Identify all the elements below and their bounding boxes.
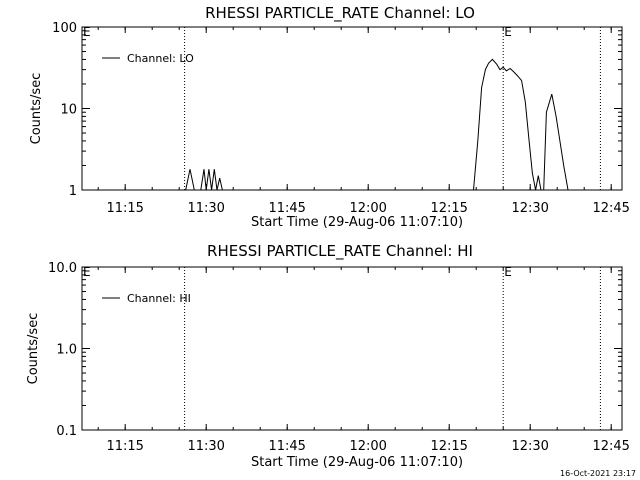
y-axis-label: Counts/sec	[26, 313, 41, 385]
x-tick-label: 12:45	[592, 439, 629, 454]
panel-hi: RHESSI PARTICLE_RATE Channel: HI 11:15 11:…	[26, 242, 630, 470]
y-tick-label: 100	[52, 21, 77, 36]
x-axis-label: Start Time (29-Aug-06 11:07:10)	[251, 455, 463, 470]
x-tick-label: 12:15	[430, 439, 467, 454]
y-tick-label: 10.0	[48, 261, 77, 276]
x-tick-label: 12:15	[430, 201, 467, 216]
x-tick-label: 12:30	[511, 201, 548, 216]
x-tick-label: 11:45	[268, 439, 305, 454]
x-axis-label: Start Time (29-Aug-06 11:07:10)	[251, 215, 463, 230]
x-tick-label: 11:45	[268, 201, 305, 216]
panel-lo: RHESSI PARTICLE_RATE Channel: LO 11:15 11:…	[29, 4, 630, 230]
series-line-lo	[181, 58, 571, 191]
y-axis-label: Counts/sec	[29, 73, 44, 145]
x-tick-label: 12:30	[511, 439, 548, 454]
chart-title: RHESSI PARTICLE_RATE Channel: HI	[207, 242, 473, 261]
event-marker-label: E	[504, 25, 512, 39]
chart-title: RHESSI PARTICLE_RATE Channel: LO	[205, 4, 475, 23]
x-tick-label: 11:15	[106, 439, 143, 454]
x-tick-label: 12:00	[349, 439, 386, 454]
y-tick-label: 1	[69, 184, 77, 199]
y-tick-label: 10	[60, 103, 77, 118]
edge-marker-label: E	[83, 25, 91, 39]
y-tick-label: 0.1	[56, 424, 77, 439]
edge-marker-label: E	[83, 265, 91, 279]
date-stamp: 16-Oct-2021 23:17	[560, 469, 636, 478]
x-tick-label: 12:00	[349, 201, 386, 216]
x-tick-label: 11:30	[187, 439, 224, 454]
legend-label: Channel: LO	[127, 52, 194, 65]
legend-label: Channel: HI	[127, 292, 191, 305]
event-marker-label: E	[504, 265, 512, 279]
x-tick-label: 11:15	[106, 201, 143, 216]
x-tick-label: 12:45	[592, 201, 629, 216]
y-tick-label: 1.0	[56, 343, 77, 358]
x-tick-label: 11:30	[187, 201, 224, 216]
